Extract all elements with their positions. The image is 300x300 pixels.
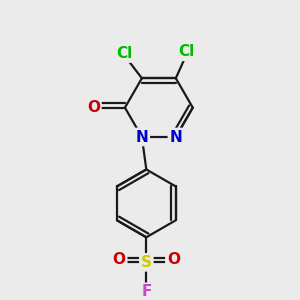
Text: O: O [113,253,126,268]
Text: O: O [87,100,100,115]
Text: S: S [141,255,152,270]
Text: Cl: Cl [116,46,132,61]
Text: O: O [167,253,180,268]
Text: F: F [141,284,152,299]
Text: N: N [169,130,182,145]
Text: N: N [136,130,148,145]
Text: Cl: Cl [178,44,194,59]
